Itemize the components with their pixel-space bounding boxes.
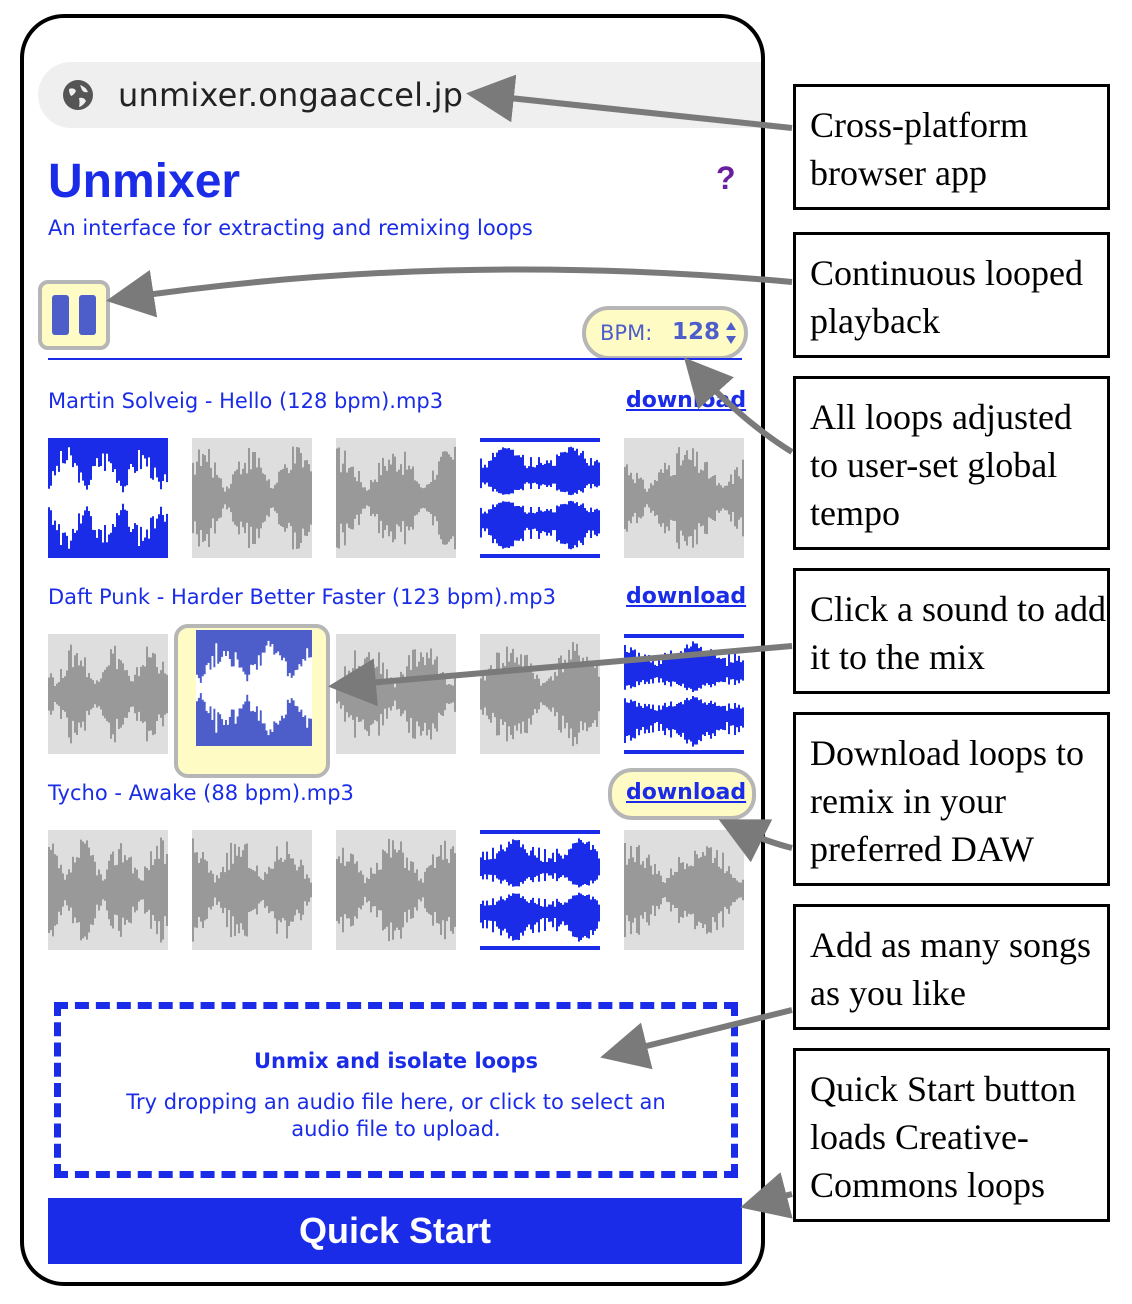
loop-tile[interactable] (480, 830, 600, 950)
waveform-icon (336, 838, 456, 942)
waveform-icon (48, 644, 168, 744)
globe-icon (63, 80, 93, 110)
bpm-label: BPM: (600, 321, 653, 345)
help-button[interactable]: ? (716, 160, 736, 196)
address-bar[interactable]: unmixer.ongaaccel.jp (38, 62, 761, 128)
loop-tile[interactable] (196, 630, 312, 746)
phone-frame: unmixer.ongaaccel.jp Unmixer ? An interf… (20, 14, 765, 1286)
loop-tile[interactable] (480, 438, 600, 558)
waveform-icon (624, 843, 744, 937)
header-divider (48, 358, 742, 360)
download-link[interactable]: download (626, 388, 747, 413)
loop-tile[interactable] (624, 830, 744, 950)
upload-dropzone[interactable]: Unmix and isolate loops Try dropping an … (54, 1002, 738, 1178)
loop-tile[interactable] (480, 634, 600, 754)
dropzone-heading: Unmix and isolate loops (253, 1049, 539, 1073)
loop-tile[interactable] (336, 634, 456, 754)
download-link[interactable]: download (626, 780, 747, 805)
waveform-icon (48, 447, 168, 549)
waveform-icon (480, 834, 600, 946)
song-title: Daft Punk - Harder Better Faster (123 bp… (48, 585, 556, 609)
waveform-icon (624, 447, 744, 549)
waveform-icon (48, 837, 168, 943)
song-title: Martin Solveig - Hello (128 bpm).mp3 (48, 389, 444, 413)
waveform-icon (480, 442, 600, 554)
bpm-value[interactable]: 128 (672, 319, 721, 345)
waveform-icon (192, 838, 312, 942)
loop-tile[interactable] (624, 634, 744, 754)
loop-tile[interactable] (48, 634, 168, 754)
waveform-icon (336, 648, 456, 740)
loop-tile[interactable] (336, 830, 456, 950)
stepper-arrows-icon[interactable] (724, 320, 738, 346)
song-title: Tycho - Awake (88 bpm).mp3 (48, 781, 354, 805)
waveform-icon (336, 446, 456, 550)
download-highlight (608, 768, 756, 820)
loop-tile[interactable] (192, 438, 312, 558)
waveform-icon (624, 638, 744, 750)
url-text[interactable]: unmixer.ongaaccel.jp (118, 76, 464, 114)
download-link[interactable]: download (626, 584, 747, 609)
pause-button[interactable] (38, 280, 110, 350)
loop-tile[interactable] (192, 830, 312, 950)
callout-box: Click a sound to add it to the mix (793, 568, 1110, 694)
callout-box: Add as many songs as you like (793, 904, 1110, 1030)
bpm-stepper[interactable]: BPM: 128 (582, 306, 748, 360)
callout-box: Download loops to remix in your preferre… (793, 712, 1110, 886)
callout-box: Quick Start button loads Creative-Common… (793, 1048, 1110, 1222)
dropzone-instructions: Try dropping an audio file here, or clic… (126, 1090, 666, 1141)
callout-box: All loops adjusted to user-set global te… (793, 376, 1110, 550)
waveform-icon (196, 640, 312, 736)
app-title: Unmixer (48, 155, 241, 208)
loop-tile[interactable] (336, 438, 456, 558)
loop-tile[interactable] (48, 438, 168, 558)
loop-tile[interactable] (48, 830, 168, 950)
waveform-icon (192, 446, 312, 550)
quick-start-button[interactable]: Quick Start (48, 1198, 742, 1264)
loop-tile[interactable] (624, 438, 744, 558)
callout-box: Continuous looped playback (793, 232, 1110, 358)
waveform-icon (480, 641, 600, 747)
app-subtitle: An interface for extracting and remixing… (48, 216, 533, 240)
callout-box: Cross-platform browser app (793, 84, 1110, 210)
